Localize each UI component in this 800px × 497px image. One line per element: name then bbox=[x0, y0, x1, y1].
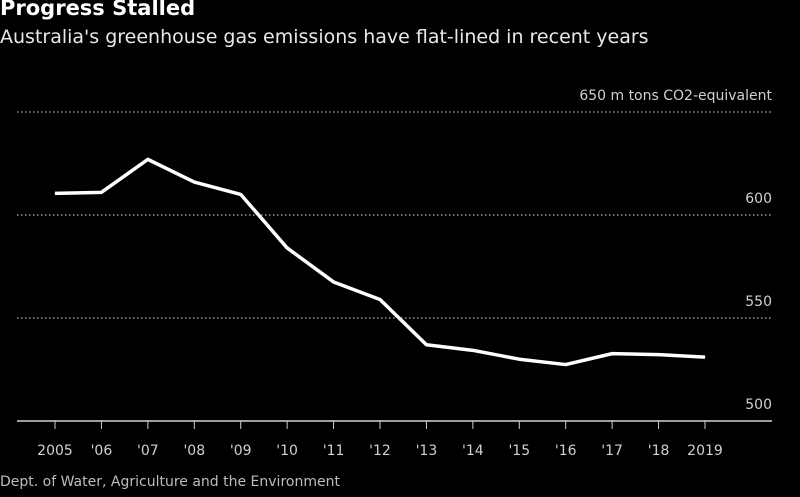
data-point bbox=[565, 364, 567, 366]
y-tick-label: 600 bbox=[745, 191, 772, 207]
y-tick-label: 500 bbox=[745, 397, 772, 413]
data-point bbox=[286, 247, 288, 249]
x-tick-label: 2005 bbox=[37, 443, 73, 459]
x-tick-label: '11 bbox=[323, 443, 345, 459]
data-point bbox=[100, 191, 102, 193]
x-tick-label: '18 bbox=[648, 443, 670, 459]
x-tick-label: '07 bbox=[137, 443, 159, 459]
data-point bbox=[54, 192, 56, 194]
x-tick-label: 2019 bbox=[687, 443, 723, 459]
data-point bbox=[518, 358, 520, 360]
x-tick-label: '13 bbox=[416, 443, 438, 459]
x-tick-label: '16 bbox=[555, 443, 577, 459]
data-point bbox=[658, 354, 660, 356]
y-tick-label: 550 bbox=[745, 294, 772, 310]
x-tick-label: '15 bbox=[508, 443, 530, 459]
data-point bbox=[611, 353, 613, 355]
x-tick-label: '17 bbox=[601, 443, 623, 459]
y-tick-label: 650 m tons CO2-equivalent bbox=[579, 88, 772, 104]
data-point bbox=[425, 344, 427, 346]
chart-title: Progress Stalled bbox=[0, 0, 196, 20]
data-point bbox=[147, 158, 149, 160]
emissions-line bbox=[54, 157, 706, 367]
source-note: Dept. of Water, Agriculture and the Envi… bbox=[0, 474, 340, 490]
data-point bbox=[333, 281, 335, 283]
x-tick-label: '12 bbox=[369, 443, 391, 459]
x-tick-label: '14 bbox=[462, 443, 484, 459]
data-point bbox=[193, 181, 195, 183]
data-point bbox=[379, 298, 381, 300]
chart-subtitle: Australia's greenhouse gas emissions hav… bbox=[0, 26, 649, 48]
x-tick-label: '09 bbox=[230, 443, 252, 459]
data-point bbox=[240, 193, 242, 195]
data-point bbox=[472, 349, 474, 351]
x-tick-label: '10 bbox=[276, 443, 298, 459]
x-tick-label: '06 bbox=[91, 443, 113, 459]
x-tick-label: '08 bbox=[183, 443, 205, 459]
data-point bbox=[704, 356, 706, 358]
